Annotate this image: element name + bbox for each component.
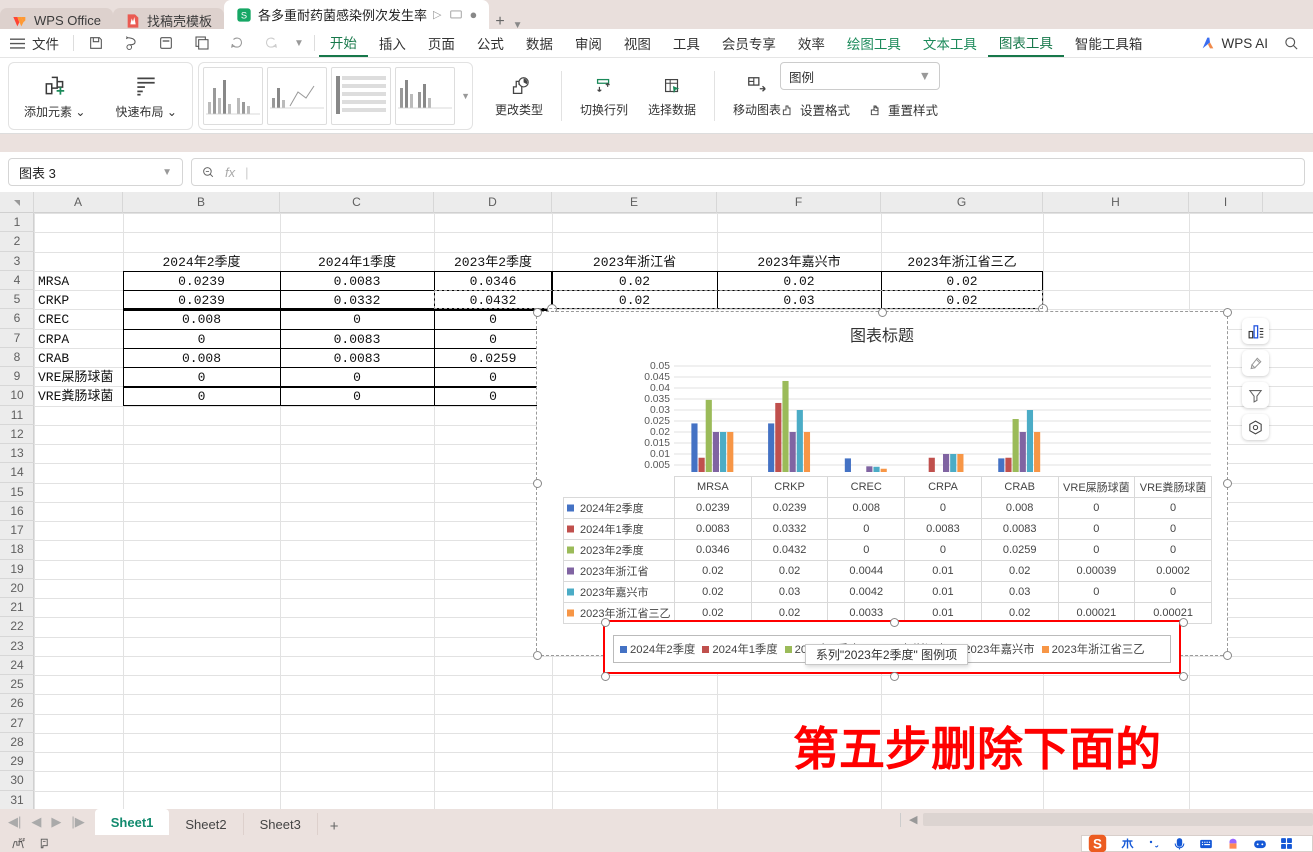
svg-text:0.015: 0.015 — [644, 438, 670, 449]
svg-text:0.01: 0.01 — [650, 449, 670, 460]
svg-text:0.035: 0.035 — [644, 394, 670, 405]
svg-text:0: 0 — [664, 471, 670, 472]
svg-text:S: S — [1093, 836, 1102, 851]
svg-text:0.025: 0.025 — [644, 416, 670, 427]
svg-text:0.05: 0.05 — [650, 361, 670, 372]
svg-text:0.04: 0.04 — [650, 383, 670, 394]
svg-text:0.03: 0.03 — [650, 405, 670, 416]
svg-text:0.045: 0.045 — [644, 372, 670, 383]
svg-text:JSP: JSP — [18, 837, 25, 842]
svg-text:0.005: 0.005 — [644, 460, 670, 471]
svg-text:0.02: 0.02 — [650, 427, 670, 438]
svg-text:S: S — [241, 10, 247, 20]
